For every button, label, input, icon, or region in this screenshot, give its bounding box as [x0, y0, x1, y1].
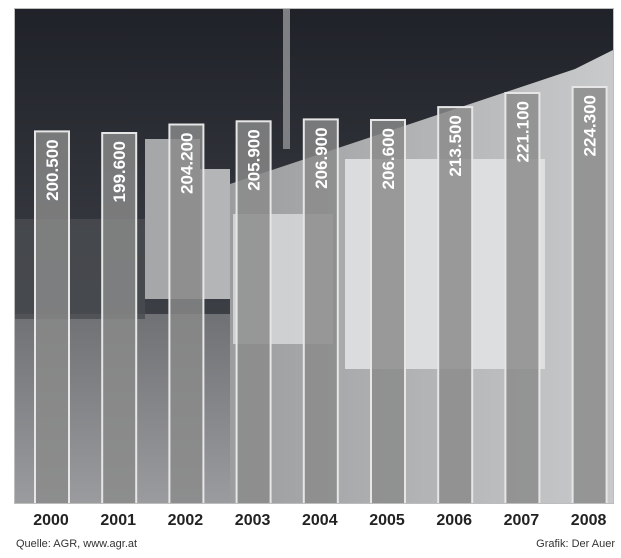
year-label-2006: 2006	[436, 512, 472, 529]
bar-value-label-2008: 224.300	[581, 95, 600, 156]
year-label-2003: 2003	[235, 512, 271, 529]
year-label-2002: 2002	[168, 512, 204, 529]
bar-2000	[34, 130, 70, 503]
bar-2003	[235, 120, 272, 503]
year-label-2005: 2005	[369, 512, 405, 529]
x-axis: 2000 2001 2002 2003 2004 2005 2006 2007 2008	[33, 512, 606, 529]
year-label-2007: 2007	[504, 512, 540, 529]
bar-2008	[571, 86, 608, 503]
pole	[283, 9, 290, 149]
bar-2001	[101, 132, 138, 503]
year-label-2004: 2004	[302, 512, 338, 529]
bar-value-label-2007: 221.100	[513, 101, 532, 162]
bar-value-label-2001: 199.600	[110, 141, 129, 202]
bar-value-label-2004: 206.900	[312, 127, 331, 188]
building-right	[200, 169, 230, 299]
bar-value-label-2002: 204.200	[177, 133, 196, 194]
value-labels-group: 200.500 199.600 204.200 205.900 206.900 206.6…	[43, 95, 600, 202]
year-label-2008: 2008	[571, 512, 607, 529]
bar-2006	[437, 106, 474, 503]
bar-2002	[168, 123, 205, 503]
bar-chart: 200.500 199.600 204.200 205.900 206.900 206.6…	[15, 9, 613, 503]
bar-2004	[302, 118, 339, 503]
bar-2007	[504, 92, 541, 503]
credit-note: Grafik: Der Auer	[536, 538, 615, 550]
bars-group	[34, 86, 608, 503]
source-note: Quelle: AGR, www.agr.at	[16, 538, 138, 550]
bar-value-label-2005: 206.600	[379, 128, 398, 189]
year-labels-group: 2000 2001 2002 2003 2004 2005 2006 2007 2008	[33, 512, 606, 529]
bar-value-label-2006: 213.500	[446, 115, 465, 176]
bar-value-label-2000: 200.500	[43, 139, 62, 200]
bar-2005	[370, 119, 406, 503]
chart-frame: 200.500 199.600 204.200 205.900 206.900 206.6…	[14, 8, 614, 504]
year-label-2000: 2000	[33, 512, 69, 529]
year-label-2001: 2001	[100, 512, 136, 529]
bar-value-label-2003: 205.900	[245, 129, 264, 190]
